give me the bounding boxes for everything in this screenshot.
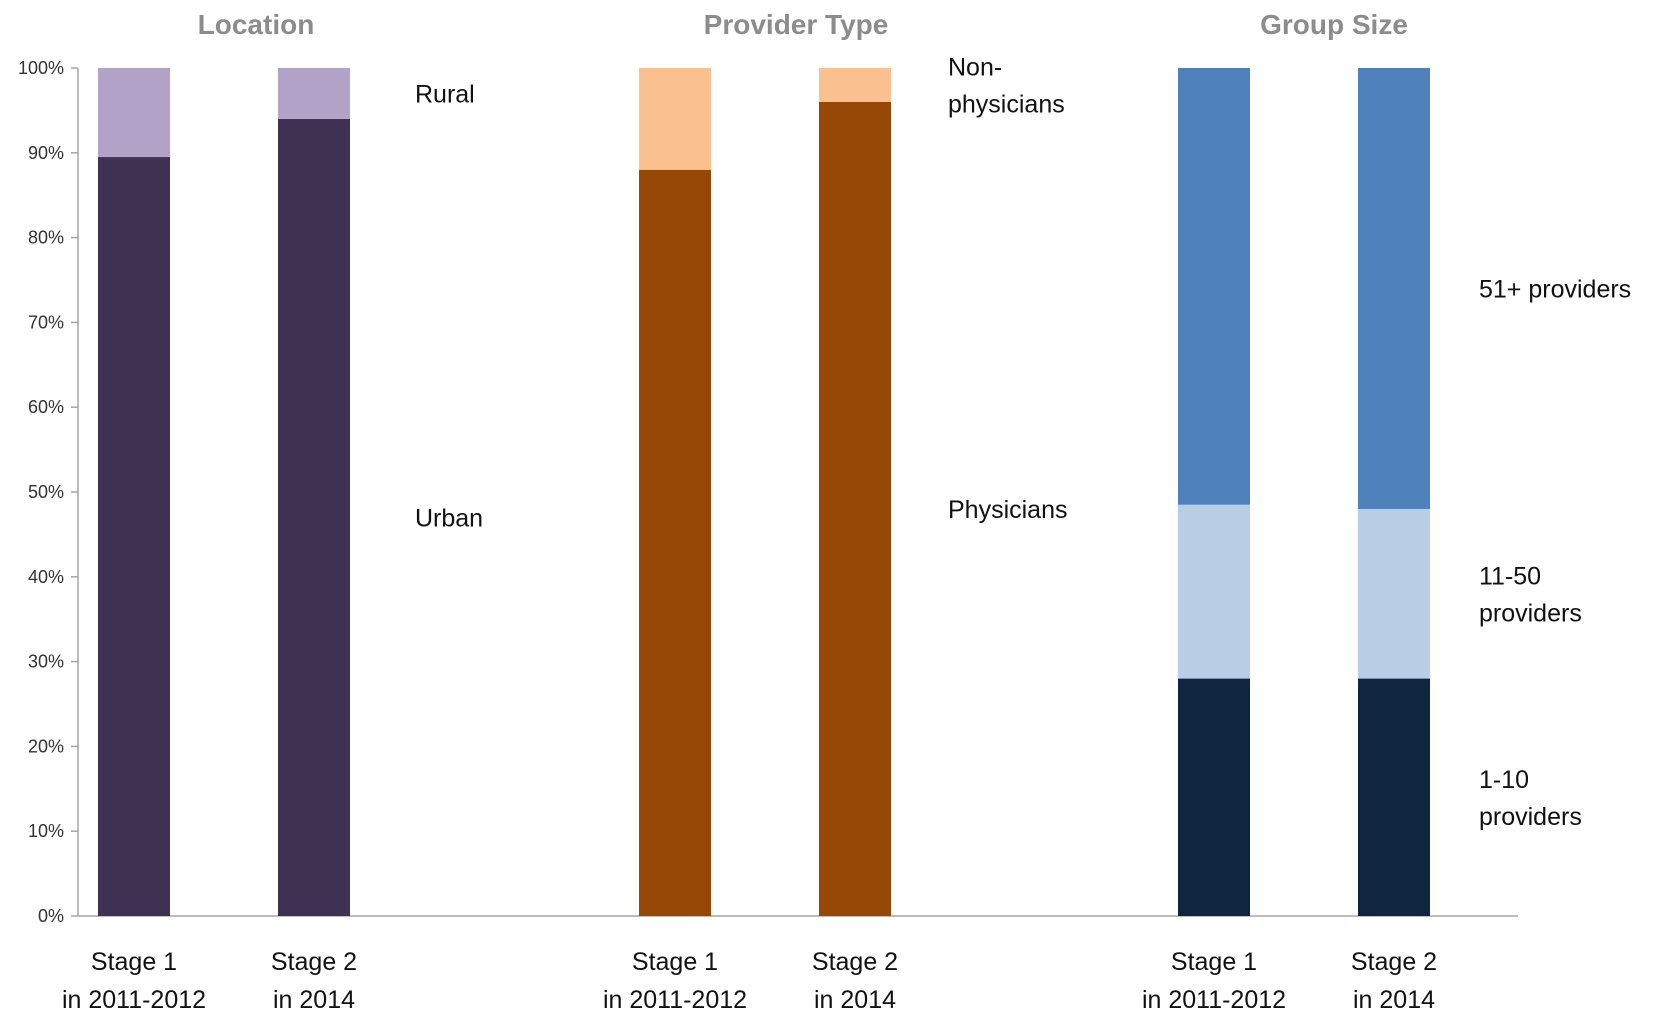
y-tick-label: 30%: [28, 652, 64, 672]
bar-segment-non-physicians: [819, 68, 891, 102]
panel-location: Location Stage 1 in 2011-2012 Stage 2 in 201…: [62, 9, 483, 1009]
panel-title: Location: [198, 9, 315, 40]
x-category-label: Stage 1 in 2011-2012: [603, 948, 747, 1009]
bar-segment-physicians: [819, 101, 891, 917]
series-label-non-physicians: Non-physicians: [948, 53, 1065, 118]
bar-segment-51-providers: [1358, 68, 1430, 509]
bar-segment-11-50-providers: [1358, 508, 1430, 679]
bar-segment-1-10-providers: [1178, 678, 1250, 916]
bar-segment-1-10-providers: [1358, 678, 1430, 916]
y-tick-label: 80%: [28, 228, 64, 248]
y-tick-label: 100%: [18, 58, 64, 78]
y-axis: 0% 10% 20% 30% 40% 50% 60% 70% 80% 90% 100%: [18, 58, 1518, 926]
x-category-label: Stage 2 in 2014: [271, 948, 357, 1009]
bar-segment-51-providers: [1178, 68, 1250, 505]
y-tick-label: 70%: [28, 312, 64, 332]
series-label-11-50-providers: 11-50 providers: [1479, 562, 1582, 627]
series-label-rural: Rural: [415, 80, 475, 108]
chart-panels: Location Stage 1 in 2011-2012 Stage 2 in 201…: [62, 9, 1631, 1009]
panel-title: Group Size: [1260, 9, 1408, 40]
y-tick-label: 20%: [28, 736, 64, 756]
x-category-label: Stage 2 in 2014: [812, 948, 898, 1009]
series-label-urban: Urban: [415, 504, 483, 532]
series-label-51-providers: 51+ providers: [1479, 275, 1631, 303]
bar-segment-physicians: [639, 169, 711, 916]
panel-group-size: Group Size Stage 1 in 2011-2012 Stage 2 in 2…: [1142, 9, 1631, 1009]
series-label-1-10-providers: 1-10 providers: [1479, 766, 1582, 831]
bar-segment-urban: [278, 118, 350, 916]
panel-title: Provider Type: [704, 9, 889, 40]
bar-segment-urban: [98, 157, 170, 917]
bar-segment-rural: [278, 68, 350, 119]
y-tick-label: 10%: [28, 821, 64, 841]
bar-segment-non-physicians: [639, 68, 711, 170]
y-tick-label: 60%: [28, 397, 64, 417]
bar-segment-11-50-providers: [1178, 504, 1250, 679]
series-label-physicians: Physicians: [948, 496, 1068, 524]
y-tick-label: 40%: [28, 567, 64, 587]
bar-segment-rural: [98, 68, 170, 158]
x-category-label: Stage 1 in 2011-2012: [62, 948, 206, 1009]
y-tick-label: 90%: [28, 143, 64, 163]
y-tick-label: 0%: [38, 906, 64, 926]
y-tick-label: 50%: [28, 482, 64, 502]
x-category-label: Stage 2 in 2014: [1351, 948, 1437, 1009]
x-category-label: Stage 1 in 2011-2012: [1142, 948, 1286, 1009]
